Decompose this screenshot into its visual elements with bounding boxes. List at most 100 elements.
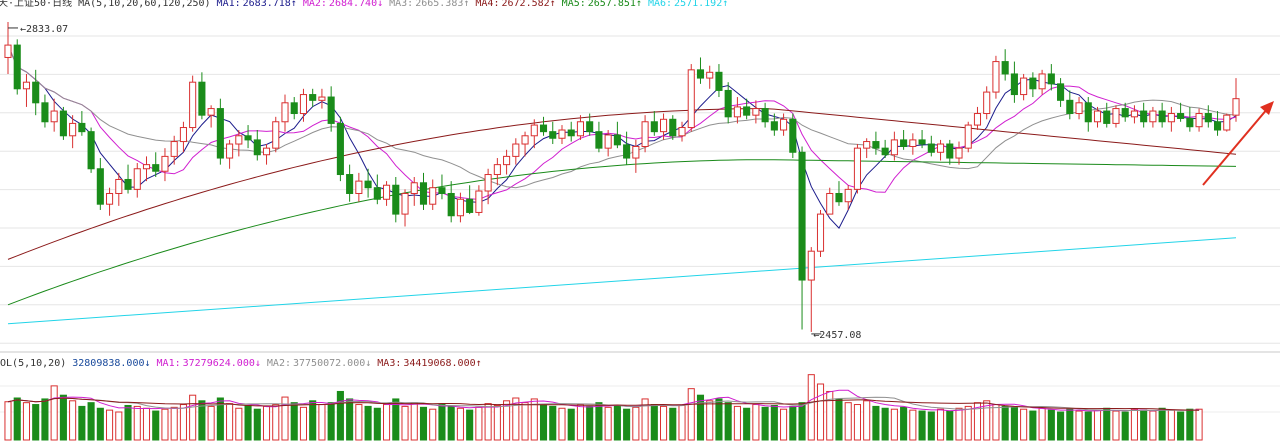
candle-body — [1038, 73, 1046, 90]
ma-label: MA1: — [217, 0, 241, 9]
volume-bar — [770, 404, 778, 441]
candle-body — [327, 96, 335, 124]
volume-bar — [133, 405, 141, 441]
candle — [539, 116, 548, 136]
ma-line-ma5 — [7, 159, 1237, 306]
candle-body — [641, 121, 649, 147]
candle-body — [78, 122, 86, 133]
volume-bar — [41, 398, 49, 441]
volume-bar — [586, 405, 594, 441]
candle — [179, 121, 187, 153]
candle-body — [687, 69, 695, 129]
candle-body — [207, 108, 215, 116]
candle — [696, 57, 705, 84]
volume-ma-value: 34419068.000↑ — [403, 358, 481, 369]
volume-bar — [595, 402, 603, 441]
volume-bar — [392, 398, 400, 441]
candle — [299, 88, 308, 122]
volume-bar — [115, 411, 123, 441]
candle-body — [272, 121, 280, 149]
volume-bar — [900, 406, 908, 441]
candle — [364, 168, 372, 198]
candle — [429, 179, 437, 210]
candle — [743, 98, 751, 120]
ma-label: MA6: — [648, 0, 672, 9]
candle-body — [807, 250, 815, 281]
volume-bar — [872, 405, 880, 441]
candle-body — [1001, 61, 1009, 75]
candle — [567, 121, 575, 142]
candle — [373, 174, 381, 205]
candle-body — [1047, 73, 1055, 85]
volume-bar — [484, 403, 492, 441]
volume-bar — [863, 400, 871, 441]
candle — [549, 121, 557, 145]
candle — [290, 97, 298, 120]
volume-bar — [558, 407, 566, 441]
ma-value: 2683.718↑ — [243, 0, 297, 9]
candle — [355, 172, 363, 202]
volume-bar — [1103, 407, 1111, 441]
volume-bar — [1130, 408, 1138, 441]
candle-body — [576, 121, 584, 137]
volume-bar — [909, 409, 917, 441]
volume-bar — [142, 407, 151, 441]
candle-body — [392, 184, 400, 215]
candle-body — [623, 144, 631, 159]
volume-bar — [253, 408, 261, 441]
candle-body — [262, 147, 271, 156]
volume-bar — [669, 407, 677, 441]
volume-bar — [761, 406, 769, 441]
volume-bar — [152, 410, 160, 441]
candle — [22, 73, 31, 107]
candle — [419, 172, 428, 210]
candle — [13, 39, 21, 95]
candle-body — [1186, 117, 1194, 128]
volume-ma-value: 37750072.000↓ — [293, 358, 371, 369]
volume-bar — [106, 409, 114, 441]
candle — [1195, 108, 1203, 132]
candle-body — [484, 174, 492, 192]
candle — [59, 106, 67, 140]
volume-bar — [419, 406, 428, 441]
candle-body — [115, 178, 123, 194]
candle — [262, 144, 271, 165]
candle — [900, 130, 908, 150]
candle-body — [1204, 113, 1212, 123]
candle-body — [1149, 110, 1157, 123]
candle — [576, 115, 584, 140]
volume-bar — [475, 406, 483, 441]
volume-ma-label: MA2: — [267, 358, 291, 369]
volume-bar — [78, 405, 86, 441]
volume-bar — [1121, 411, 1129, 441]
candle-body — [1057, 83, 1065, 101]
candle-body — [780, 118, 788, 131]
volume-bar — [641, 398, 649, 441]
candle-body — [900, 139, 908, 147]
candle-body — [530, 124, 538, 137]
ma-value: 2684.740↓ — [329, 0, 383, 9]
candle-body — [401, 192, 409, 215]
candle — [161, 148, 169, 182]
volume-bar — [327, 402, 335, 441]
candle — [392, 177, 400, 223]
candle — [475, 185, 483, 216]
volume-bar — [687, 388, 695, 441]
candle — [401, 189, 409, 227]
candle — [521, 131, 529, 157]
volume-bars — [4, 374, 1203, 441]
candle — [383, 181, 391, 206]
ma-value: 2657.851↑ — [588, 0, 642, 9]
candle — [706, 65, 714, 89]
volume-bar — [613, 404, 621, 441]
volume-bar — [936, 408, 945, 441]
candle — [733, 97, 741, 124]
candle-body — [992, 61, 1000, 93]
candle — [1047, 64, 1055, 91]
candle — [890, 131, 898, 161]
volume-bar — [309, 400, 317, 441]
volume-bar — [447, 405, 455, 441]
candle — [798, 146, 806, 330]
candle-body — [558, 129, 566, 139]
candle — [142, 156, 151, 182]
